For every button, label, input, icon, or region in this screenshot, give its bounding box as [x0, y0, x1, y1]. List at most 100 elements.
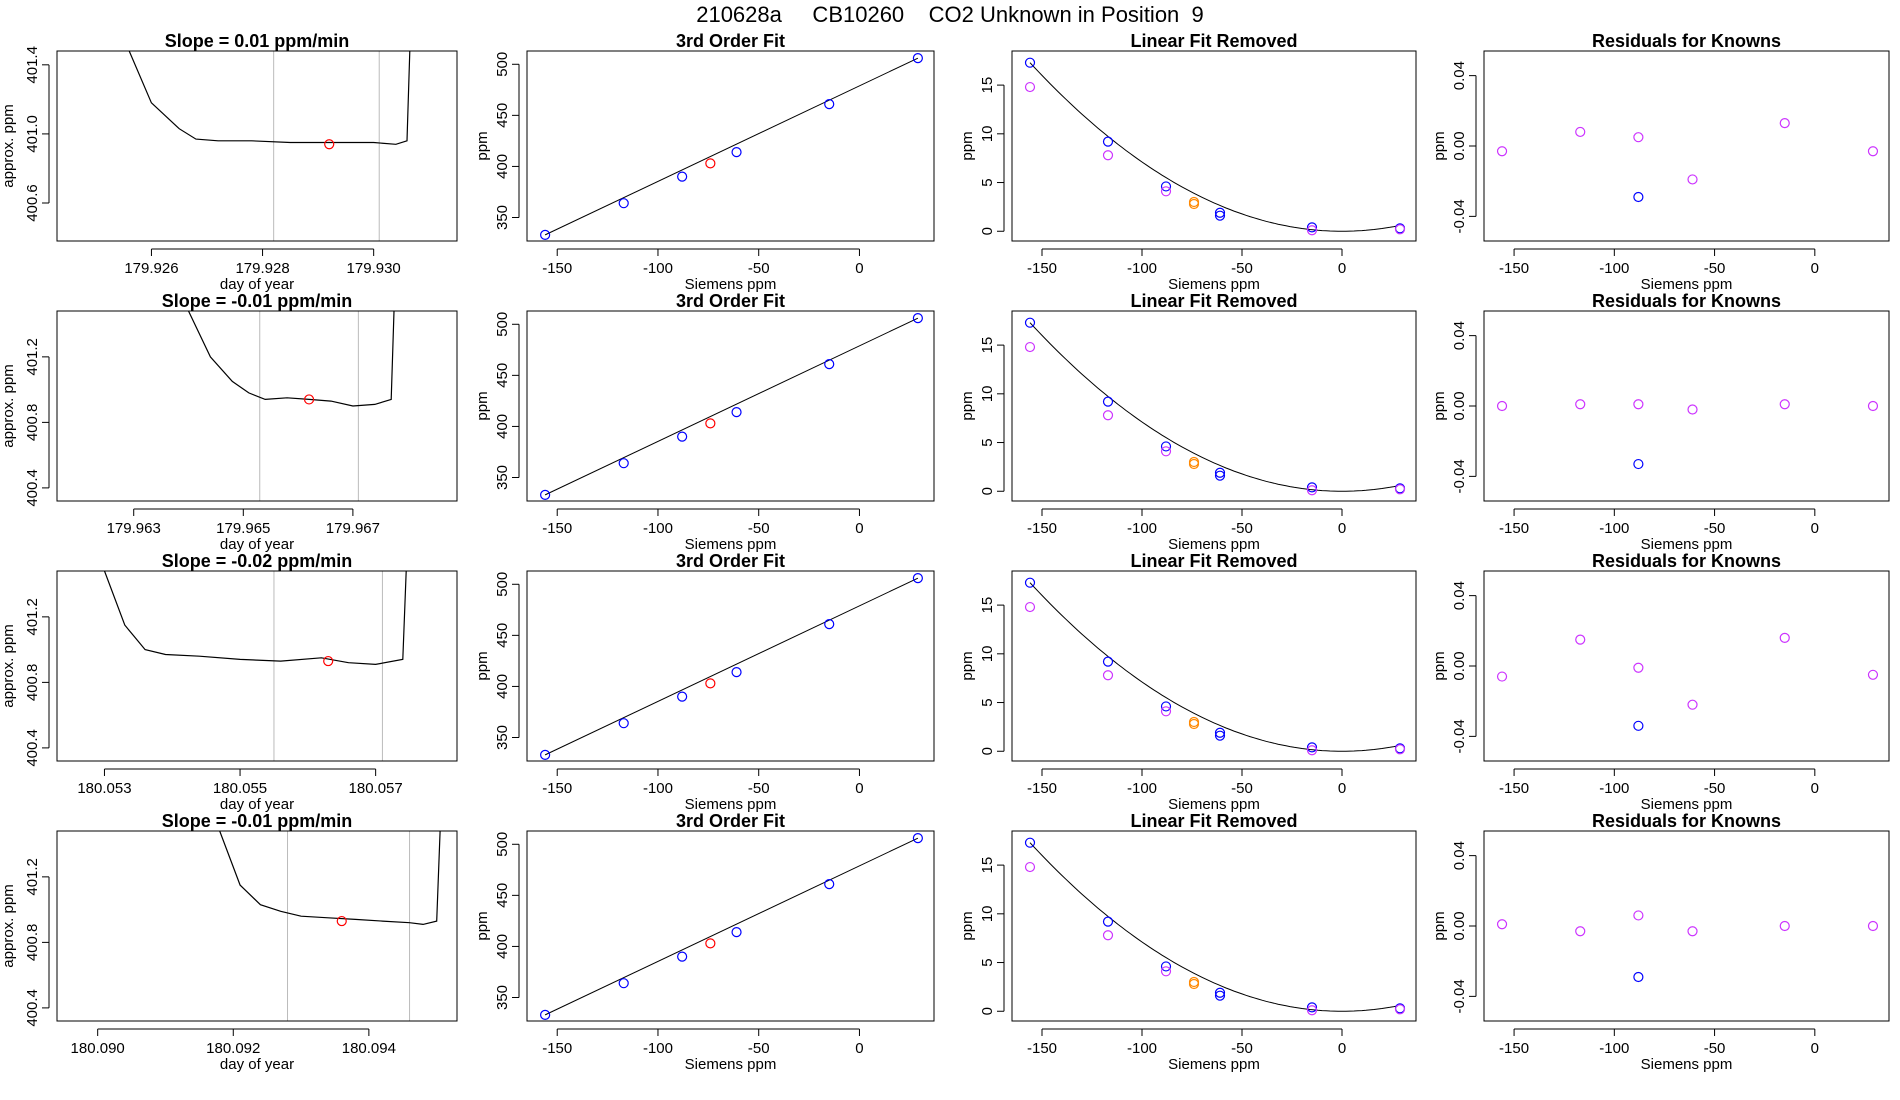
trace-line — [187, 311, 395, 407]
data-point — [618, 458, 629, 469]
x-tick-label: -50 — [1231, 780, 1253, 797]
data-point — [618, 198, 629, 209]
plot-area — [1024, 317, 1406, 496]
x-tick-label: -100 — [1599, 1040, 1629, 1057]
data-point — [705, 158, 716, 169]
data-point — [1214, 987, 1226, 998]
plot-frame — [526, 310, 935, 502]
data-point — [912, 53, 923, 64]
chart-r2-fit: 3rd Order Fit -150 -100 -50 0 Siemens ppm 350 4… — [474, 291, 935, 553]
data-point — [1160, 961, 1172, 972]
y-axis-label: approx. ppm — [0, 364, 17, 447]
y-tick-label: 401.2 — [24, 858, 41, 896]
y-axis-label: ppm — [1431, 651, 1448, 680]
data-point — [1779, 632, 1790, 643]
fit-line — [544, 317, 919, 496]
y-axis-label: ppm — [474, 391, 491, 420]
data-point — [1102, 396, 1114, 407]
plot-area — [1496, 118, 1879, 203]
chart-r3-lin: Linear Fit Removed -150 -100 -50 0 Siemens pp… — [959, 551, 1417, 813]
fit-curve — [1029, 582, 1399, 752]
y-tick-label: 0.04 — [1451, 61, 1468, 90]
chart-title: Slope = -0.01 ppm/min — [162, 291, 353, 311]
y-tick-label: 350 — [494, 465, 511, 490]
plot-area — [1024, 837, 1406, 1016]
y-tick-label: 5 — [979, 438, 996, 446]
chart-r3-fit: 3rd Order Fit -150 -100 -50 0 Siemens ppm 350 4… — [474, 551, 935, 813]
x-tick-label: -50 — [1704, 780, 1726, 797]
x-tick-label: 179.967 — [326, 520, 380, 537]
x-tick-label: 0 — [855, 260, 863, 277]
y-tick-label: 350 — [494, 725, 511, 750]
plot-frame — [1011, 830, 1417, 1022]
chart-r1-ts: Slope = 0.01 ppm/min 179.926 179.928 179.93… — [0, 31, 458, 293]
y-tick-label: 350 — [494, 205, 511, 230]
data-point — [912, 573, 923, 584]
y-axis-label: ppm — [959, 131, 976, 160]
data-point — [1306, 222, 1318, 233]
y-tick-label: 400.8 — [24, 924, 41, 962]
plot-frame — [1483, 50, 1890, 242]
chart-r3-ts: Slope = -0.02 ppm/min 180.053 180.055 180.0… — [0, 551, 458, 813]
y-tick-label: 401.2 — [24, 598, 41, 636]
fit-line — [544, 577, 919, 756]
x-tick-label: -50 — [1231, 1040, 1253, 1057]
y-tick-label: 0 — [979, 227, 996, 235]
plot-frame — [56, 830, 458, 1022]
y-tick-label: 15 — [979, 77, 996, 94]
data-point — [705, 678, 716, 689]
data-point — [1867, 146, 1879, 157]
data-point — [1188, 458, 1200, 470]
data-point — [1633, 191, 1644, 203]
y-tick-label: 0.00 — [1451, 651, 1468, 680]
data-point — [912, 313, 923, 324]
data-point — [1102, 916, 1114, 927]
y-tick-label: 15 — [979, 857, 996, 874]
data-point — [1867, 400, 1879, 412]
y-tick-label: 401.4 — [24, 46, 41, 84]
data-point — [1575, 399, 1586, 410]
x-tick-label: -100 — [1599, 780, 1629, 797]
x-tick-label: -150 — [542, 1040, 572, 1057]
data-point — [1306, 225, 1318, 236]
x-tick-label: -150 — [1027, 520, 1057, 537]
y-tick-label: 400 — [494, 674, 511, 699]
data-point — [824, 99, 835, 110]
y-tick-label: 450 — [494, 103, 511, 128]
data-point — [336, 915, 347, 927]
data-point — [540, 229, 551, 240]
chart-title: Linear Fit Removed — [1130, 551, 1297, 571]
x-tick-label: 0 — [1338, 260, 1346, 277]
data-point — [1779, 118, 1790, 129]
y-axis-label: ppm — [1431, 391, 1448, 420]
data-point — [1102, 410, 1114, 421]
chart-r2-res: Residuals for Knowns -150 -100 -50 0 Siemens … — [1431, 291, 1890, 553]
x-tick-label: -150 — [1499, 260, 1529, 277]
fit-line — [544, 57, 919, 236]
chart-r1-res: Residuals for Knowns -150 -100 -50 0 Siemens … — [1431, 31, 1890, 293]
x-axis-label: Siemens ppm — [685, 536, 777, 553]
y-tick-label: 0 — [979, 747, 996, 755]
x-tick-label: 0 — [1811, 260, 1819, 277]
data-point — [705, 418, 716, 429]
chart-title: Residuals for Knowns — [1592, 291, 1781, 311]
y-tick-label: 450 — [494, 883, 511, 908]
fit-curve — [1029, 322, 1399, 492]
data-point — [1575, 126, 1586, 138]
plot-area — [540, 573, 923, 760]
y-axis-label: ppm — [1431, 911, 1448, 940]
y-axis-label: ppm — [474, 131, 491, 160]
plot-frame — [56, 310, 458, 502]
x-axis-label: Siemens ppm — [685, 276, 777, 293]
x-tick-label: -50 — [748, 780, 770, 797]
chart-title: 3rd Order Fit — [676, 811, 785, 831]
x-tick-label: 180.094 — [342, 1040, 396, 1057]
plot-area — [1024, 57, 1406, 236]
x-tick-label: 0 — [855, 1040, 863, 1057]
data-point — [1024, 601, 1036, 613]
x-tick-label: -100 — [643, 1040, 673, 1057]
data-point — [1024, 861, 1036, 873]
data-point — [323, 655, 334, 667]
data-point — [824, 879, 835, 890]
